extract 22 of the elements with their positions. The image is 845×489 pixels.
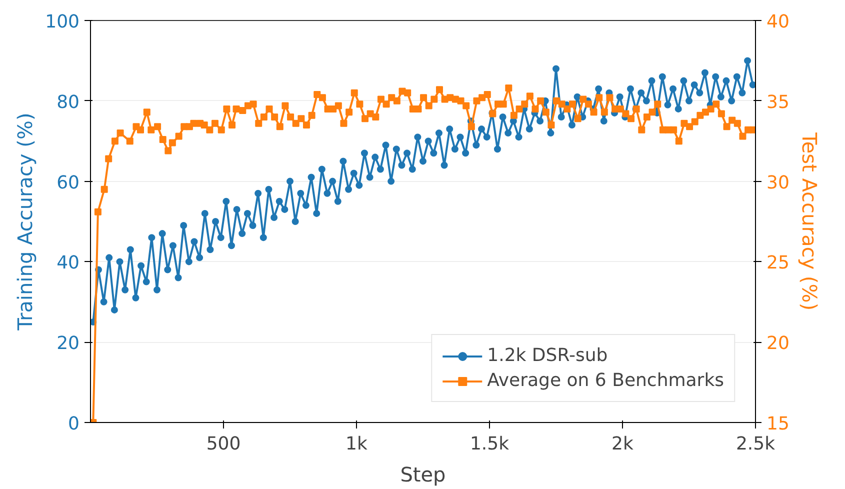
- x-axis-title: Step: [400, 462, 446, 486]
- x-tick-label: 1k: [346, 434, 368, 454]
- y-tick-label: 40: [56, 252, 80, 274]
- x-tick-label: 500: [206, 434, 241, 454]
- y-tick-label: 80: [56, 92, 80, 113]
- x-tick-label: 2k: [612, 434, 634, 454]
- y-tick-label: 100: [45, 12, 80, 32]
- y2-tick-label: 20: [766, 333, 790, 354]
- y-tick-label: 20: [56, 333, 80, 354]
- y-tick-label: 60: [56, 172, 80, 194]
- y-axis-title: Training Accuracy (%): [13, 112, 38, 332]
- y2-tick-label: 15: [766, 414, 790, 434]
- legend-label: 1.2k DSR-sub: [487, 345, 608, 366]
- x-tick-label: 1.5k: [470, 434, 510, 454]
- y2-tick-label: 40: [766, 12, 790, 32]
- y-tick-label: 0: [68, 414, 80, 434]
- legend-label: Average on 6 Benchmarks: [487, 370, 724, 391]
- y2-tick-label: 25: [766, 252, 790, 274]
- y2-tick-label: 35: [766, 92, 790, 113]
- y2-tick-label: 30: [766, 172, 790, 194]
- y2-axis-title: Test Accuracy (%): [797, 131, 822, 311]
- x-tick-label: 2.5k: [736, 434, 776, 454]
